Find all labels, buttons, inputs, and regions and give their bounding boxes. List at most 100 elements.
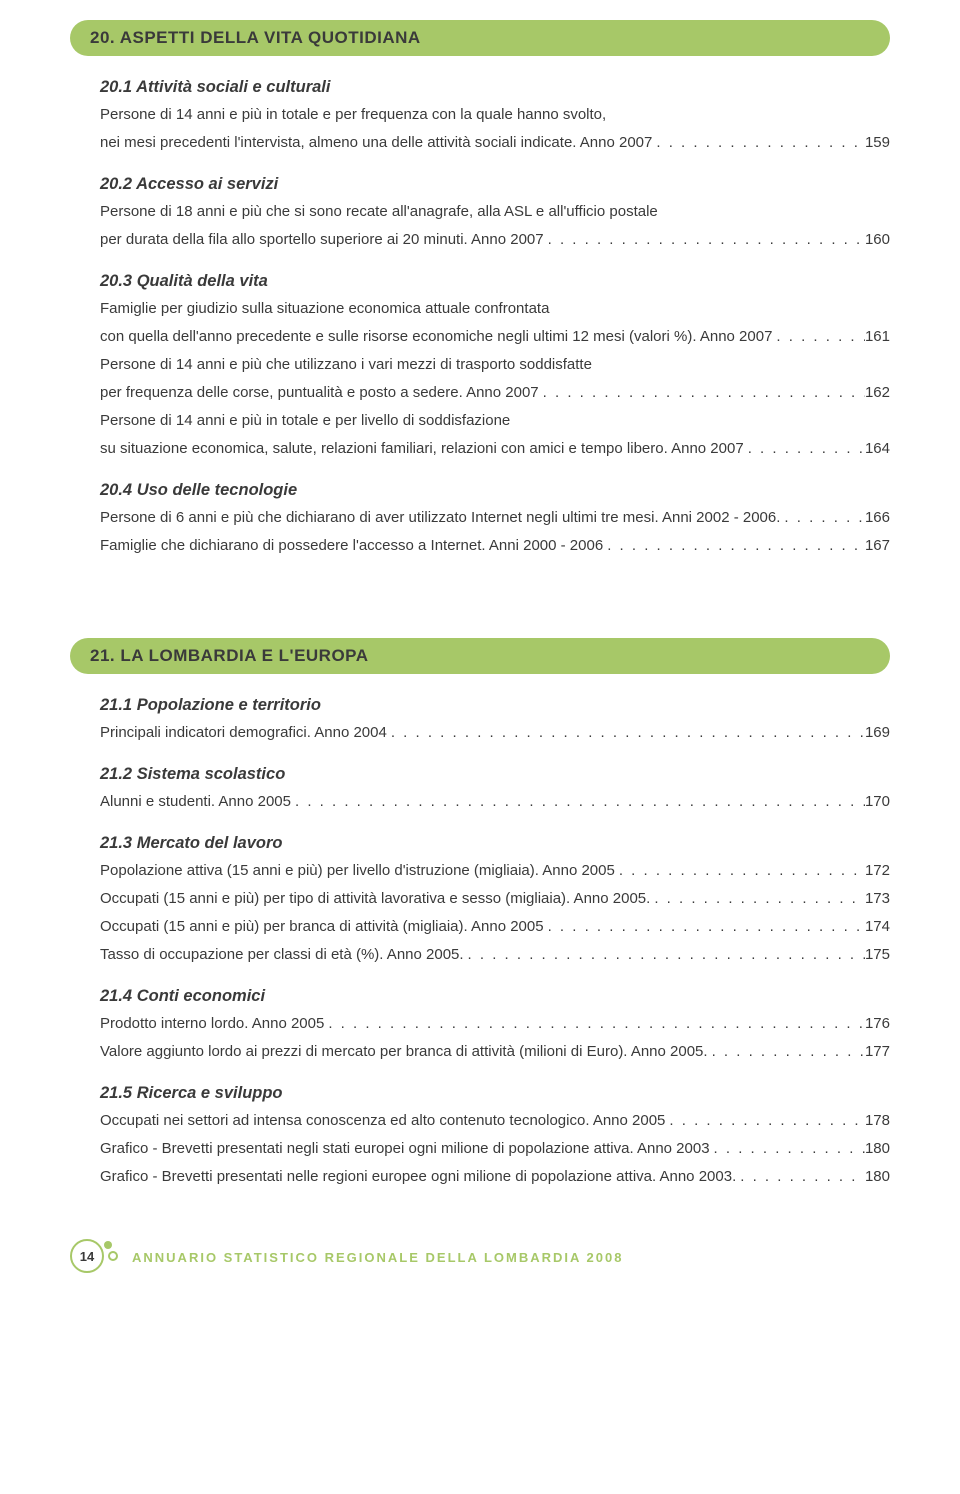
badge-decoration-icon xyxy=(104,1241,112,1249)
subsection-title: 21.4 Conti economici xyxy=(100,987,890,1006)
leader-dots xyxy=(736,1165,865,1189)
leader-dots xyxy=(710,1137,865,1161)
leader-dots xyxy=(708,1040,865,1064)
toc-page-number: 177 xyxy=(865,1040,890,1064)
subsection: 21.1 Popolazione e territorio Principali … xyxy=(100,696,890,745)
toc-entry-text: Occupati (15 anni e più) per branca di a… xyxy=(100,915,544,939)
toc-entry-text: Occupati (15 anni e più) per tipo di att… xyxy=(100,887,650,911)
toc-page-number: 178 xyxy=(865,1109,890,1133)
toc-page-number: 161 xyxy=(865,325,890,349)
toc-entry: Occupati (15 anni e più) per tipo di att… xyxy=(100,887,890,911)
toc-page-number: 176 xyxy=(865,1012,890,1036)
subsection: 20.3 Qualità della vita Famiglie per giud… xyxy=(100,272,890,461)
subsection: 20.4 Uso delle tecnologiePersone di 6 an… xyxy=(100,481,890,558)
toc-entry: Tasso di occupazione per classi di età (… xyxy=(100,943,890,967)
section-header: 20. ASPETTI DELLA VITA QUOTIDIANA xyxy=(70,20,890,56)
toc-entry-text: Principali indicatori demografici. Anno … xyxy=(100,721,387,745)
toc-entry-text: per durata della fila allo sportello sup… xyxy=(100,228,544,252)
subsection-title: 21.5 Ricerca e sviluppo xyxy=(100,1084,890,1103)
leader-dots xyxy=(650,887,865,911)
toc-entry: Grafico - Brevetti presentati nelle regi… xyxy=(100,1165,890,1189)
leader-dots xyxy=(464,943,865,967)
leader-dots xyxy=(652,131,865,155)
leader-dots xyxy=(744,437,865,461)
leader-dots xyxy=(291,790,865,814)
subsection-title: 20.2 Accesso ai servizi xyxy=(100,175,890,194)
toc-entry-text: Valore aggiunto lordo ai prezzi di merca… xyxy=(100,1040,708,1064)
badge-decoration-icon xyxy=(108,1251,118,1261)
toc-entry-text: con quella dell'anno precedente e sulle … xyxy=(100,325,772,349)
toc-entry-text: Persone di 6 anni e più che dichiarano d… xyxy=(100,506,780,530)
leader-dots xyxy=(544,915,865,939)
toc-entry: nei mesi precedenti l'intervista, almeno… xyxy=(100,131,890,155)
leader-dots xyxy=(603,534,865,558)
toc-entry-text: su situazione economica, salute, relazio… xyxy=(100,437,744,461)
toc-page-number: 174 xyxy=(865,915,890,939)
toc-page-number: 162 xyxy=(865,381,890,405)
toc-page-number: 166 xyxy=(865,506,890,530)
leader-dots xyxy=(615,859,865,883)
toc-page-number: 180 xyxy=(865,1137,890,1161)
leader-dots xyxy=(544,228,865,252)
toc-entry-text: per frequenza delle corse, puntualità e … xyxy=(100,381,539,405)
subsection: 21.5 Ricerca e sviluppo Occupati nei sett… xyxy=(100,1084,890,1189)
toc-entry-line: Persone di 18 anni e più che si sono rec… xyxy=(100,200,890,224)
toc-entry: Occupati nei settori ad intensa conoscen… xyxy=(100,1109,890,1133)
toc-page-number: 167 xyxy=(865,534,890,558)
subsection: 20.2 Accesso ai servizi Persone di 18 ann… xyxy=(100,175,890,252)
toc-entry-text: Grafico - Brevetti presentati negli stat… xyxy=(100,1137,710,1161)
toc-entry: Grafico - Brevetti presentati negli stat… xyxy=(100,1137,890,1161)
toc-entry-line: Persone di 14 anni e più in totale e per… xyxy=(100,409,890,433)
section-header: 21. LA LOMBARDIA E L'EUROPA xyxy=(70,638,890,674)
toc-entry-line: Famiglie per giudizio sulla situazione e… xyxy=(100,297,890,321)
subsection: 21.2 Sistema scolastico Alunni e studenti… xyxy=(100,765,890,814)
toc-entry: Principali indicatori demografici. Anno … xyxy=(100,721,890,745)
toc-entry: Persone di 6 anni e più che dichiarano d… xyxy=(100,506,890,530)
toc-entry: per frequenza delle corse, puntualità e … xyxy=(100,381,890,405)
toc-entry-line: Persone di 14 anni e più in totale e per… xyxy=(100,103,890,127)
leader-dots xyxy=(780,506,865,530)
leader-dots xyxy=(772,325,865,349)
page-number-badge: 14 xyxy=(70,1239,120,1275)
toc-page-number: 169 xyxy=(865,721,890,745)
toc-entry: Alunni e studenti. Anno 2005 170 xyxy=(100,790,890,814)
toc-page-number: 180 xyxy=(865,1165,890,1189)
toc-entry-text: Occupati nei settori ad intensa conoscen… xyxy=(100,1109,665,1133)
toc-entry-text: Prodotto interno lordo. Anno 2005 xyxy=(100,1012,324,1036)
page-container: 20. ASPETTI DELLA VITA QUOTIDIANA 20.1 At… xyxy=(0,0,960,1305)
toc-entry: Valore aggiunto lordo ai prezzi di merca… xyxy=(100,1040,890,1064)
leader-dots xyxy=(324,1012,865,1036)
toc-entry-text: Popolazione attiva (15 anni e più) per l… xyxy=(100,859,615,883)
subsection-title: 20.3 Qualità della vita xyxy=(100,272,890,291)
subsection-title: 21.2 Sistema scolastico xyxy=(100,765,890,784)
toc-page-number: 160 xyxy=(865,228,890,252)
toc-entry: Popolazione attiva (15 anni e più) per l… xyxy=(100,859,890,883)
toc-page-number: 175 xyxy=(865,943,890,967)
toc-page-number: 164 xyxy=(865,437,890,461)
toc-entry-text: Alunni e studenti. Anno 2005 xyxy=(100,790,291,814)
toc-entry-text: Grafico - Brevetti presentati nelle regi… xyxy=(100,1165,736,1189)
page-number: 14 xyxy=(70,1239,104,1273)
subsection-title: 21.1 Popolazione e territorio xyxy=(100,696,890,715)
toc-page-number: 159 xyxy=(865,131,890,155)
subsection: 21.3 Mercato del lavoro Popolazione attiv… xyxy=(100,834,890,967)
toc-entry-line: Persone di 14 anni e più che utilizzano … xyxy=(100,353,890,377)
subsection-title: 21.3 Mercato del lavoro xyxy=(100,834,890,853)
toc-page-number: 173 xyxy=(865,887,890,911)
toc-page-number: 172 xyxy=(865,859,890,883)
toc-entry: su situazione economica, salute, relazio… xyxy=(100,437,890,461)
leader-dots xyxy=(387,721,865,745)
footer-title: ANNUARIO STATISTICO REGIONALE DELLA LOMB… xyxy=(132,1250,623,1265)
toc-entry: Prodotto interno lordo. Anno 2005 176 xyxy=(100,1012,890,1036)
toc-entry: con quella dell'anno precedente e sulle … xyxy=(100,325,890,349)
toc-entry: Famiglie che dichiarano di possedere l'a… xyxy=(100,534,890,558)
toc-page-number: 170 xyxy=(865,790,890,814)
leader-dots xyxy=(665,1109,865,1133)
toc-entry: per durata della fila allo sportello sup… xyxy=(100,228,890,252)
leader-dots xyxy=(539,381,865,405)
toc-entry-text: nei mesi precedenti l'intervista, almeno… xyxy=(100,131,652,155)
toc-entry-text: Tasso di occupazione per classi di età (… xyxy=(100,943,464,967)
page-footer: 14 ANNUARIO STATISTICO REGIONALE DELLA L… xyxy=(70,1239,890,1275)
toc-entry-text: Famiglie che dichiarano di possedere l'a… xyxy=(100,534,603,558)
subsection: 20.1 Attività sociali e culturaliPersone… xyxy=(100,78,890,155)
